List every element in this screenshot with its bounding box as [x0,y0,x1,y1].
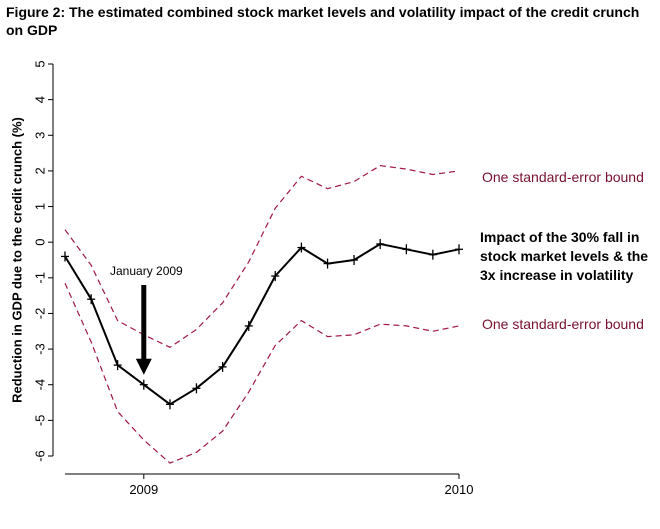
impact-point [402,244,411,255]
impact-point [297,242,306,253]
impact-line [64,243,460,406]
arrow-head [135,358,152,375]
impact-point [192,383,201,394]
y-tick-label: -1 [33,272,48,284]
y-tick-label: -4 [33,379,48,391]
upper-bound-label: One standard-error bound [482,169,644,185]
impact-point [61,251,69,262]
impact-label-line-2: stock market levels & the [480,248,649,264]
impact-point [113,360,122,371]
impact-label: Impact of the 30% fall in stock market l… [480,228,655,285]
impact-point [139,379,148,390]
y-tick-label: 5 [33,60,48,67]
impact-point [323,258,332,269]
january-2009-label: January 2009 [110,264,183,278]
y-tick-label: -3 [33,343,48,355]
x-tick-label: 2009 [129,482,158,497]
x-axis: 2009 2010 [65,473,474,497]
y-axis: 5 4 3 2 1 0 -1 -2 -3 -4 -5 -6 [33,60,54,462]
impact-label-line-1: Impact of the 30% fall in [480,229,640,245]
y-tick-label: -6 [33,450,48,462]
january-arrow [135,285,152,375]
y-tick-label: -2 [33,308,48,320]
impact-point [350,255,359,265]
impact-point [87,294,96,305]
lower-bound-line [64,282,460,464]
impact-point [271,271,280,282]
lower-bound-label: One standard-error bound [482,316,644,332]
upper-bound-line [64,165,460,348]
y-tick-label: 1 [33,203,48,210]
y-tick-label: 2 [33,167,48,174]
impact-point [165,399,174,410]
figure-title: Figure 2: The estimated combined stock m… [6,4,640,38]
y-tick-label: 3 [33,132,48,139]
impact-point [218,361,227,372]
impact-label-line-3: 3x increase in volatility [480,267,634,283]
series-layer [61,165,463,464]
y-tick-label: 0 [33,239,48,246]
impact-point [428,249,437,260]
impact-point [244,320,253,331]
impact-point [376,238,385,249]
x-tick-label: 2010 [445,482,474,497]
impact-point [455,244,463,255]
y-tick-label: 4 [33,96,48,103]
y-tick-label: -5 [33,415,48,427]
